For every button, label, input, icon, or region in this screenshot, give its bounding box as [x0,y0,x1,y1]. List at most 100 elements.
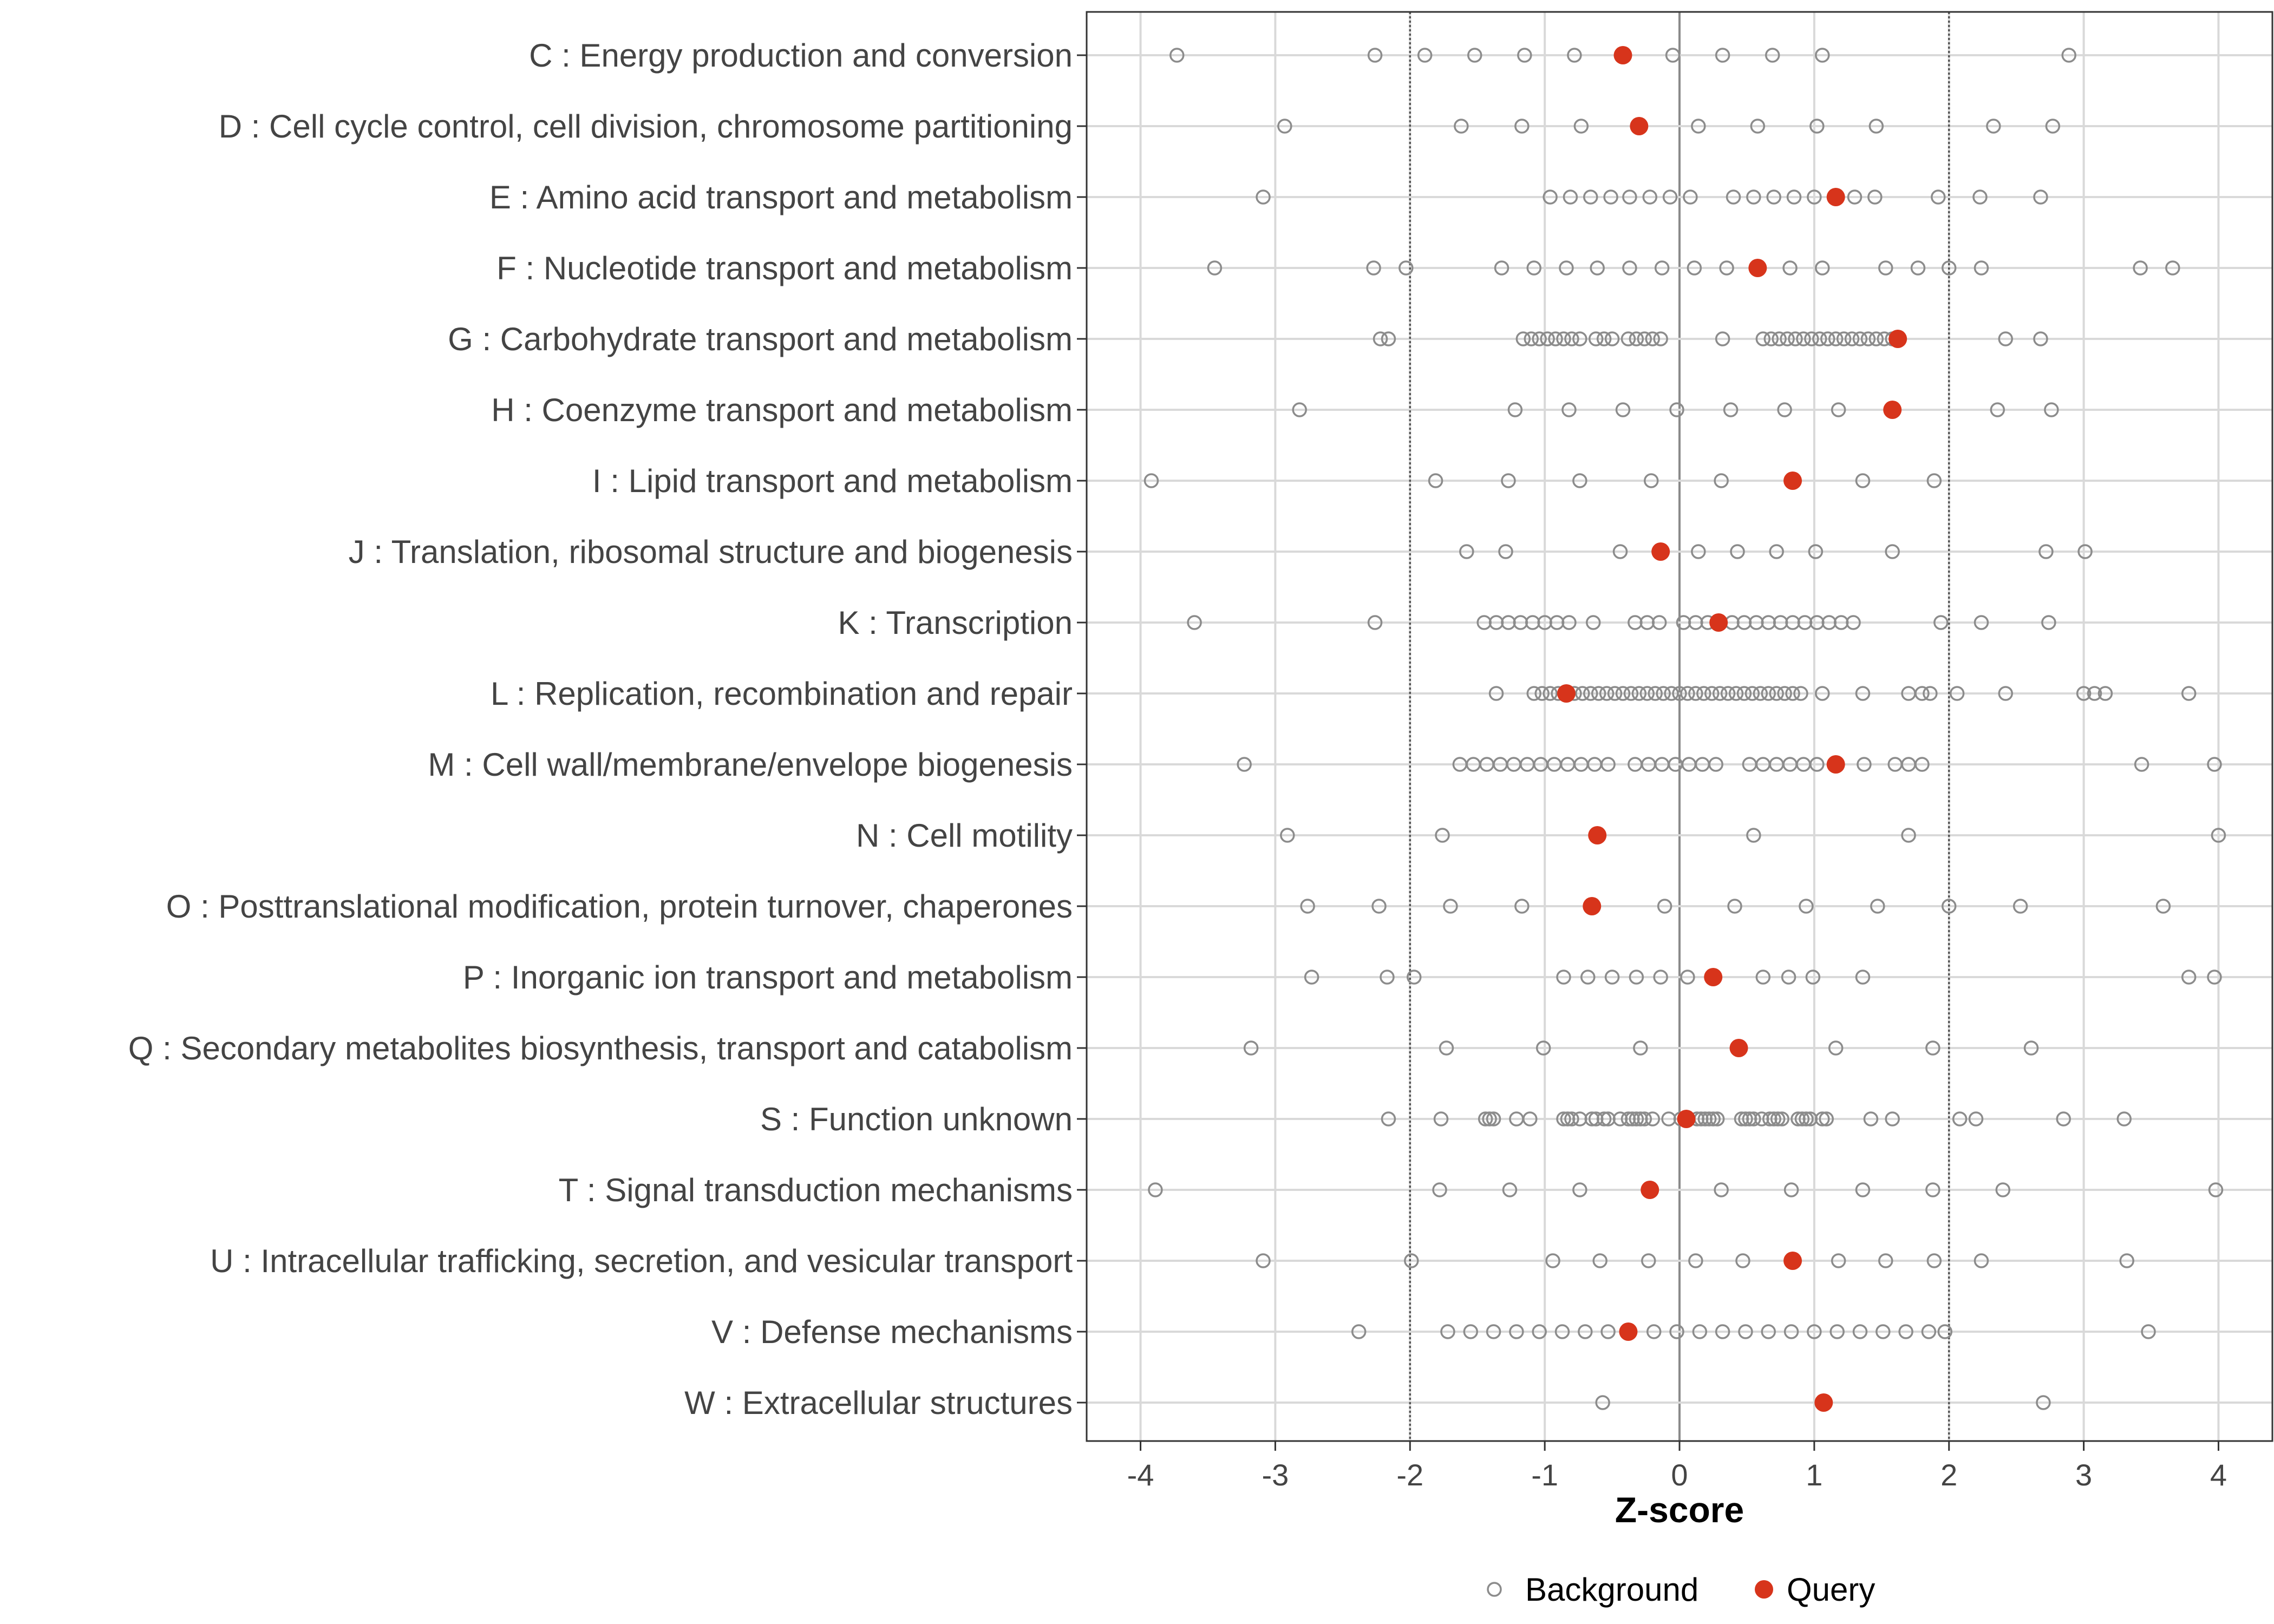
query-point [1748,259,1767,277]
background-point [1256,1253,1271,1268]
background-point [1639,686,1655,701]
background-point [1926,1253,1942,1268]
background-point [1572,1111,1587,1127]
background-point [1728,686,1744,701]
background-point [1572,331,1587,346]
background-point [1755,757,1771,772]
background-point [1681,757,1697,772]
background-point [1921,1324,1937,1339]
x-tick-label: 1 [1806,1458,1822,1492]
background-point [1494,260,1510,276]
background-point [1998,686,2013,701]
background-point [1672,686,1687,701]
background-point [1788,331,1803,346]
query-point [1651,542,1670,561]
background-point [1680,970,1695,985]
background-point [1367,615,1383,630]
background-point [1898,1324,1913,1339]
background-point [1399,260,1414,276]
background-point [1664,686,1679,701]
background-point [1467,48,1482,63]
background-point [1524,331,1539,346]
category-label: V : Defense mechanisms [711,1314,1073,1350]
background-point [1575,686,1590,701]
background-point [1736,615,1752,630]
background-point [1588,331,1604,346]
background-point [1687,260,1702,276]
background-point [1637,331,1652,346]
background-point [1668,757,1683,772]
background-point [1769,757,1784,772]
background-point [1937,1324,1953,1339]
background-point [1815,686,1830,701]
legend-query-label: Query [1787,1571,1875,1608]
background-point [1696,686,1711,701]
background-point [1773,615,1788,630]
background-point [1812,331,1827,346]
background-point [2165,260,2180,276]
background-point [1533,757,1548,772]
background-point [1509,1324,1524,1339]
background-point [1454,119,1469,134]
background-point [1753,686,1768,701]
background-point [1564,331,1579,346]
background-point [1974,260,1989,276]
background-point [2044,402,2059,417]
background-point [1868,331,1884,346]
background-point [1578,1324,1593,1339]
background-point [1901,686,1916,701]
background-point [1815,260,1830,276]
background-point [1868,119,1884,134]
background-point [1761,686,1776,701]
background-point [1765,48,1780,63]
background-point [1688,615,1703,630]
legend: Background Query [1487,1571,1875,1608]
background-point [1831,402,1846,417]
background-point [1599,686,1615,701]
category-label: N : Cell motility [856,817,1073,854]
background-point [1506,757,1521,772]
background-point [1501,615,1516,630]
background-point [1502,1182,1518,1197]
query-point [1641,1181,1659,1199]
background-point [1870,899,1885,914]
background-point [1785,615,1800,630]
background-point [1459,544,1474,559]
x-axis-ticks: -4 -3 -2 -1 0 1 2 3 4 [1077,54,2227,1492]
background-point [1514,119,1530,134]
background-point [1809,757,1825,772]
query-points [1557,46,1907,1412]
background-point [1941,260,1957,276]
background-point [1688,686,1703,701]
background-point [1488,686,1504,701]
background-point [1435,828,1450,843]
background-point [1855,473,1871,488]
background-point [1651,615,1667,630]
background-point [1665,48,1681,63]
background-point [2056,1111,2072,1127]
background-point [1648,686,1663,701]
background-point [1781,970,1796,985]
category-label: J : Translation, ribosomal structure and… [349,534,1073,570]
category-label: H : Coenzyme transport and metabolism [491,392,1073,428]
background-point [1715,331,1730,346]
background-point [1622,260,1637,276]
background-point [1563,189,1578,205]
background-point [1535,1040,1551,1056]
background-point [1520,757,1535,772]
background-point [2038,544,2054,559]
legend-background-label: Background [1525,1571,1698,1608]
background-point [1931,189,1946,205]
background-point [1799,899,1814,914]
background-point [2116,1111,2132,1127]
background-point [1143,473,1159,488]
background-point [1828,1040,1844,1056]
background-point [1513,615,1528,630]
category-label: W : Extracellular structures [684,1385,1073,1421]
background-point [1657,899,1672,914]
background-point [1478,1111,1493,1127]
background-point [2041,615,2056,630]
background-point [1522,1111,1538,1127]
background-point [1237,757,1252,772]
background-point [1554,1324,1570,1339]
